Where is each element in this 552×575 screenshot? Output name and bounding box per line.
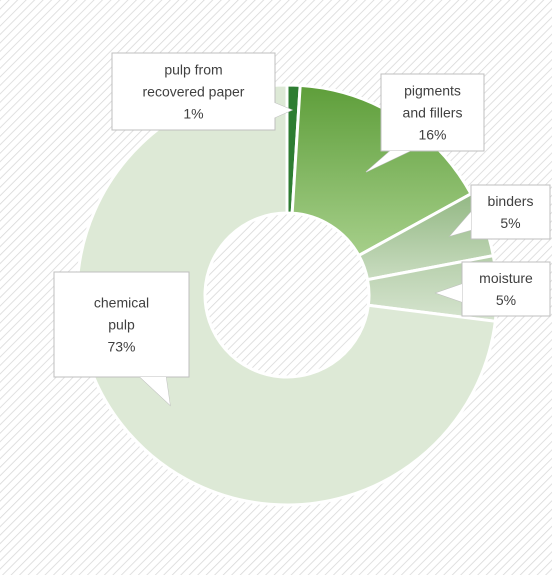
data-label-pulp-from-recovered-paper: pulp from recovered paper 1% bbox=[111, 52, 294, 131]
data-label-value: 73% bbox=[107, 339, 135, 355]
data-label-moisture: moisture 5% bbox=[434, 261, 551, 317]
callout-box bbox=[380, 73, 485, 152]
data-label-text: pulp from bbox=[164, 62, 222, 78]
data-label-binders: binders 5% bbox=[448, 184, 551, 240]
callout-box bbox=[461, 261, 551, 317]
data-label-text: and fillers bbox=[403, 105, 463, 121]
data-label-chemical-pulp: chemical pulp 73% bbox=[53, 271, 190, 407]
data-label-text: pigments bbox=[404, 83, 461, 99]
data-label-value: 16% bbox=[418, 127, 446, 143]
slice-pigments-and-fillers bbox=[290, 83, 474, 258]
data-labels: pulp from recovered paper 1% pigments and fi… bbox=[53, 52, 551, 407]
data-label-value: 1% bbox=[183, 106, 203, 122]
data-label-text: moisture bbox=[479, 270, 533, 286]
data-label-value: 5% bbox=[496, 292, 516, 308]
data-label-text: recovered paper bbox=[143, 84, 245, 100]
data-label-text: pulp bbox=[108, 317, 135, 333]
slice-chemical-pulp bbox=[75, 83, 498, 507]
callout-box bbox=[53, 271, 190, 378]
callout-box bbox=[470, 184, 551, 240]
data-label-text: binders bbox=[488, 193, 534, 209]
callout-box bbox=[111, 52, 276, 131]
data-label-value: 5% bbox=[500, 215, 520, 231]
data-label-text: chemical bbox=[94, 295, 149, 311]
data-label-pigments-and-fillers: pigments and fillers 16% bbox=[365, 73, 485, 173]
